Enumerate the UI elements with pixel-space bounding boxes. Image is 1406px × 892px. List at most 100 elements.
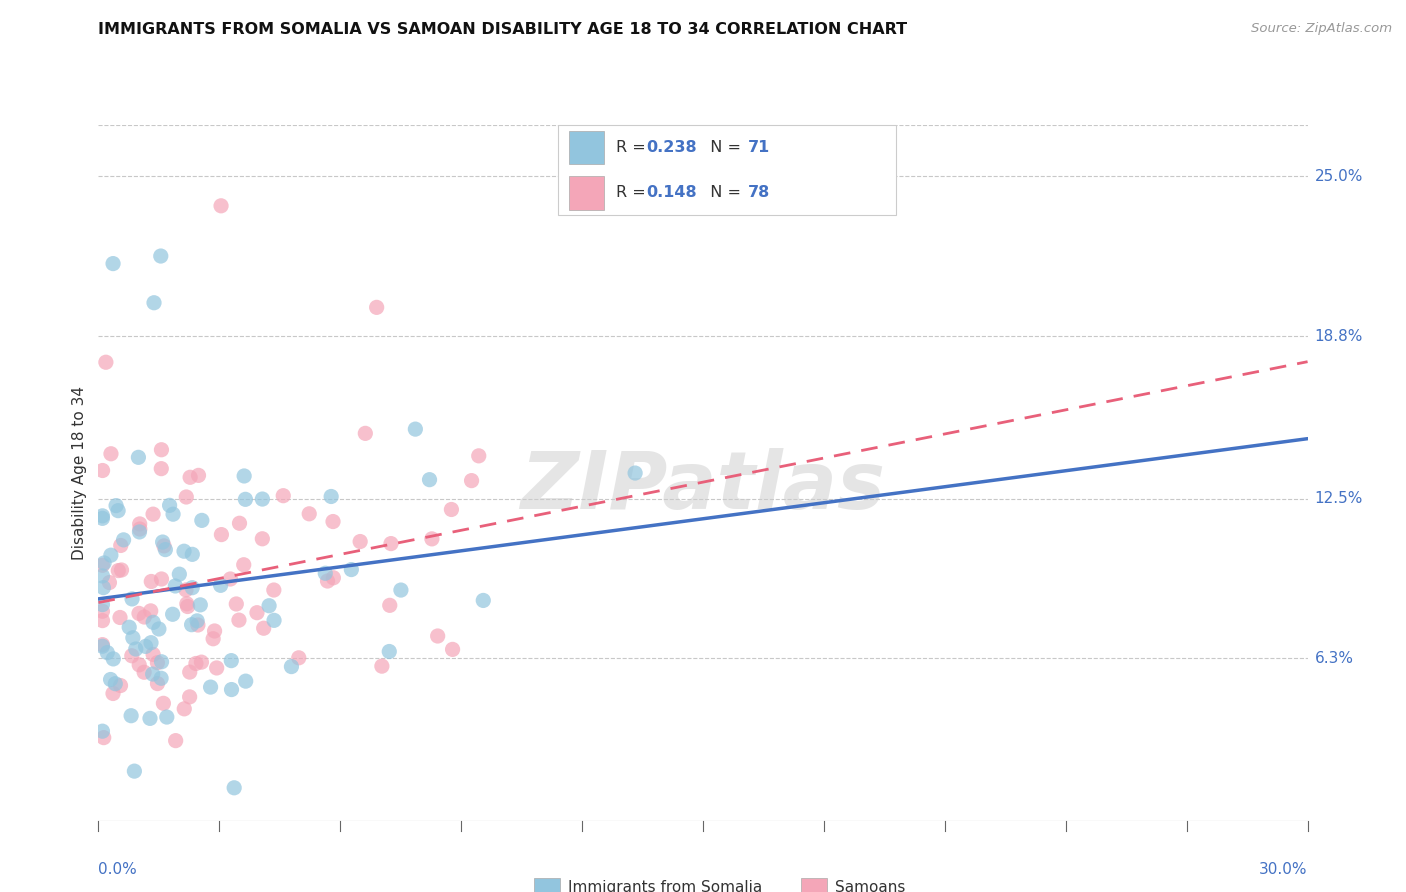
Point <box>91 463 114 477</box>
Point <box>91 508 114 523</box>
Text: R =: R = <box>616 140 651 155</box>
Point <box>142 648 165 662</box>
Point <box>125 642 148 657</box>
Point <box>91 558 114 573</box>
Point <box>120 708 142 723</box>
Point <box>101 686 124 700</box>
Point <box>174 490 197 504</box>
Point <box>228 613 250 627</box>
Text: 0.148: 0.148 <box>647 186 697 200</box>
Text: 0.238: 0.238 <box>647 140 697 155</box>
Point <box>165 733 187 747</box>
Point <box>219 572 242 586</box>
Point <box>179 470 201 484</box>
Point <box>91 569 114 583</box>
Point <box>165 579 187 593</box>
Point <box>378 599 401 613</box>
Point <box>441 642 464 657</box>
Point <box>404 422 426 436</box>
Point <box>186 614 208 628</box>
Text: R =: R = <box>616 186 651 200</box>
Point <box>146 656 169 670</box>
Point <box>181 581 204 595</box>
Text: 25.0%: 25.0% <box>1315 169 1362 184</box>
Point <box>228 516 250 531</box>
Point <box>187 618 209 632</box>
Point <box>298 507 321 521</box>
Point <box>224 780 246 795</box>
Point <box>221 654 243 668</box>
Point <box>225 597 247 611</box>
Point <box>246 606 269 620</box>
Point <box>152 535 174 549</box>
Text: 71: 71 <box>748 140 770 155</box>
Point <box>96 646 118 660</box>
Point <box>150 671 173 685</box>
Point <box>100 673 122 687</box>
Point <box>252 532 274 546</box>
Point <box>150 442 173 457</box>
Point <box>176 599 198 614</box>
Point <box>187 468 209 483</box>
Point <box>112 533 135 547</box>
Point <box>371 659 394 673</box>
Point <box>148 622 170 636</box>
Point <box>174 582 197 597</box>
Point <box>91 724 114 739</box>
Point <box>118 620 141 634</box>
Point <box>128 522 150 536</box>
Point <box>156 710 179 724</box>
Point <box>420 532 443 546</box>
Point <box>235 674 257 689</box>
Point <box>107 503 129 517</box>
Point <box>94 355 117 369</box>
Text: 18.8%: 18.8% <box>1315 328 1362 343</box>
Point <box>91 604 114 618</box>
Point <box>322 515 344 529</box>
Point <box>139 711 162 725</box>
Point <box>440 502 463 516</box>
Point <box>107 564 129 578</box>
Point <box>624 466 647 480</box>
Point <box>149 249 172 263</box>
Point <box>180 617 202 632</box>
Point <box>91 638 114 652</box>
Point <box>176 597 198 611</box>
Point <box>153 539 176 553</box>
Point <box>173 702 195 716</box>
Point <box>134 665 156 680</box>
Point <box>143 295 166 310</box>
Point <box>209 578 232 592</box>
Point <box>101 257 124 271</box>
Point <box>314 566 336 581</box>
Point <box>209 527 232 541</box>
Text: 30.0%: 30.0% <box>1260 863 1308 877</box>
Point <box>426 629 449 643</box>
Text: N =: N = <box>700 186 747 200</box>
Point <box>366 301 388 315</box>
Point <box>181 547 204 561</box>
Point <box>179 690 201 704</box>
Text: IMMIGRANTS FROM SOMALIA VS SAMOAN DISABILITY AGE 18 TO 34 CORRELATION CHART: IMMIGRANTS FROM SOMALIA VS SAMOAN DISABI… <box>98 22 907 37</box>
Point <box>122 631 145 645</box>
Text: 0.0%: 0.0% <box>98 863 138 877</box>
Point <box>191 513 214 527</box>
Point <box>232 558 254 572</box>
Point <box>91 639 114 653</box>
Point <box>233 469 256 483</box>
Point <box>354 426 377 441</box>
Point <box>93 556 115 570</box>
Point <box>100 548 122 562</box>
Point <box>253 621 276 635</box>
Point <box>349 534 371 549</box>
Point <box>121 648 143 663</box>
Point <box>380 536 402 550</box>
Text: ZIPatlas: ZIPatlas <box>520 448 886 525</box>
Point <box>134 610 156 624</box>
Point <box>202 632 225 646</box>
Point <box>221 682 243 697</box>
Point <box>110 563 132 577</box>
Point <box>159 499 181 513</box>
Point <box>162 507 184 521</box>
Point <box>128 657 150 672</box>
